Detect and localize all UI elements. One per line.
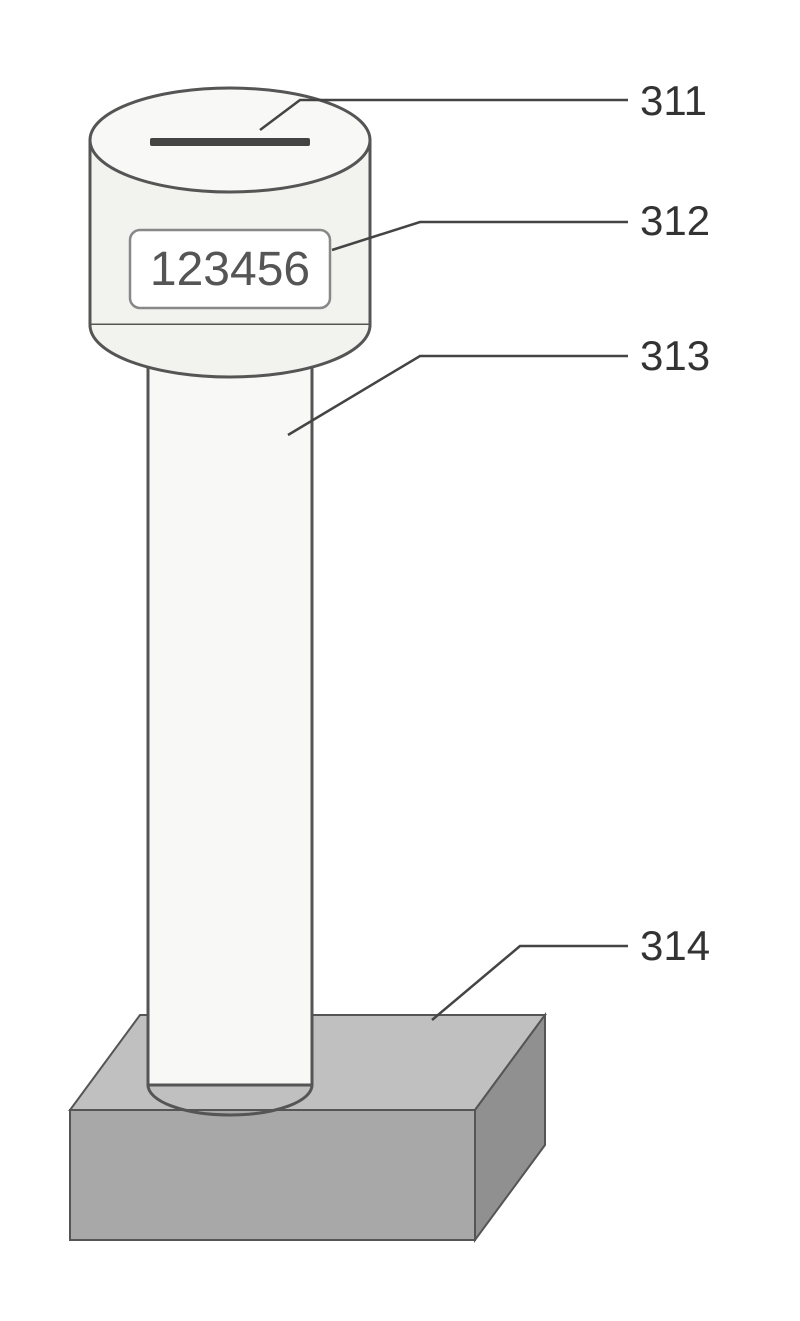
reference-label: 314	[640, 922, 710, 969]
column-body	[148, 355, 312, 1085]
leader-line	[288, 356, 628, 435]
display-value: 123456	[150, 243, 310, 296]
reference-label: 313	[640, 332, 710, 379]
leader-line	[332, 222, 628, 250]
base-front	[70, 1110, 475, 1240]
reference-label: 312	[640, 197, 710, 244]
card-slot	[150, 138, 310, 146]
head-bottom-arc	[90, 325, 370, 377]
device-diagram: 123456 311 312 313 314	[0, 0, 800, 1321]
leader-line	[432, 946, 628, 1020]
reference-label: 311	[640, 77, 707, 124]
